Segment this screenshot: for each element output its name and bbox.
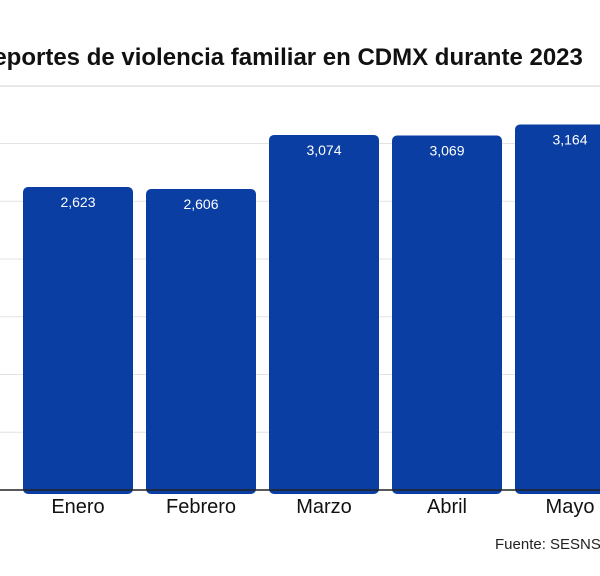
source-note: Fuente: SESNSP	[495, 536, 600, 553]
x-tick-label: Abril	[427, 496, 467, 518]
x-tick-label: Febrero	[166, 496, 236, 518]
x-tick-label: Mayo	[546, 496, 595, 518]
bars	[23, 124, 600, 494]
value-label: 2,623	[60, 194, 95, 210]
x-tick-label: Enero	[51, 496, 104, 518]
title-divider	[0, 86, 600, 87]
bar-enero	[23, 187, 133, 494]
bar-marzo	[269, 134, 379, 494]
value-label: 3,164	[552, 132, 587, 148]
x-tick-label: Marzo	[296, 496, 352, 518]
chart-title: Reportes de violencia familiar en CDMX d…	[0, 44, 583, 71]
bar-abril	[392, 135, 502, 494]
bar-febrero	[146, 189, 256, 494]
value-label: 2,606	[183, 196, 218, 212]
value-label: 3,074	[306, 142, 341, 158]
value-label: 3,069	[429, 143, 464, 159]
bar-mayo	[515, 124, 600, 494]
x-axis-labels: Enero Febrero Marzo Abril Mayo	[51, 496, 594, 518]
value-labels: 2,623 2,606 3,074 3,069 3,164	[60, 132, 587, 212]
